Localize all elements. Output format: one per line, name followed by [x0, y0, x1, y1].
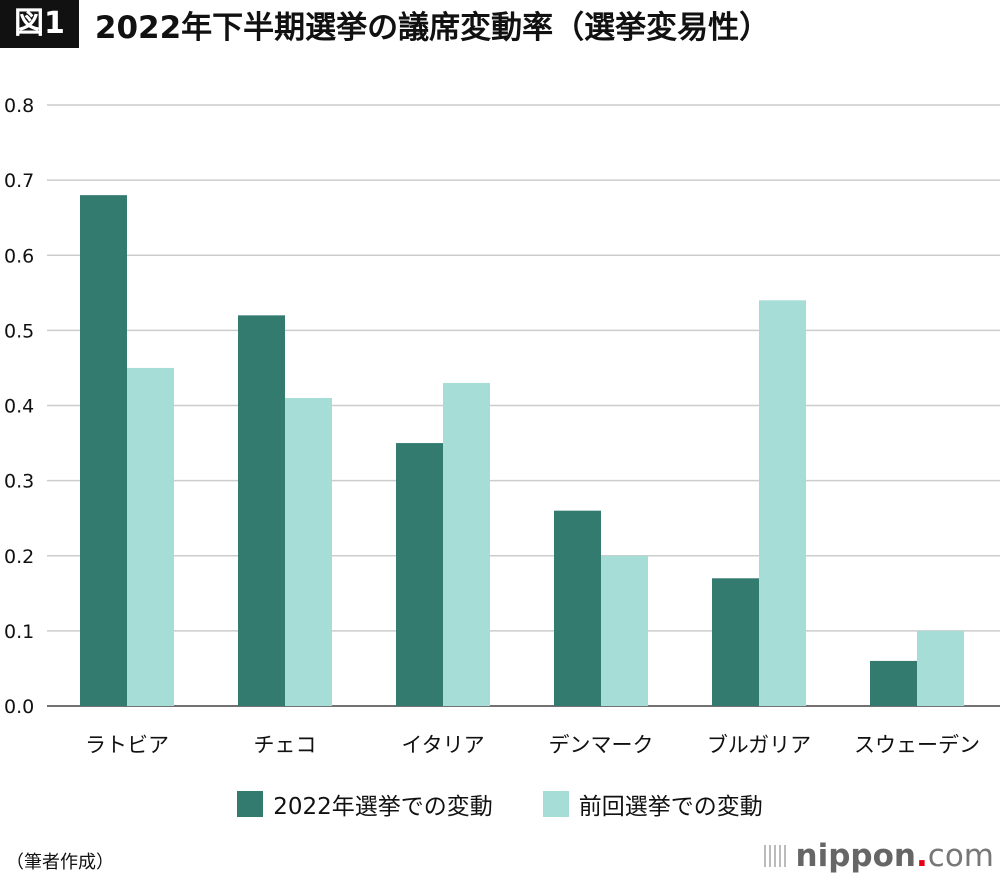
bar-2022: [396, 443, 443, 706]
bar-previous: [759, 300, 806, 706]
chart-title: 図1 2022年下半期選挙の議席変動率（選挙変易性）: [0, 0, 770, 48]
source-note: （筆者作成）: [6, 852, 114, 873]
legend: 2022年選挙での変動 前回選挙での変動: [0, 787, 1000, 821]
bar-2022: [238, 315, 285, 706]
figure-badge: 図1: [0, 0, 79, 48]
y-tick-label: 0.3: [4, 471, 34, 493]
bar-previous: [917, 630, 964, 706]
logo-suffix: com: [927, 838, 994, 874]
bar-2022: [554, 510, 601, 706]
legend-label: 2022年選挙での変動: [273, 794, 493, 820]
logo-bars-icon: [763, 845, 786, 867]
y-tick-label: 0.6: [4, 245, 34, 267]
logo-dot: .: [916, 838, 928, 874]
title-text: 2022年下半期選挙の議席変動率（選挙変易性）: [94, 9, 771, 46]
x-tick-label: ブルガリア: [707, 733, 811, 757]
y-tick-label: 0.5: [4, 320, 34, 342]
bar-previous: [285, 397, 332, 706]
y-tick-label: 0.8: [4, 95, 34, 117]
x-tick-label: デンマーク: [549, 733, 654, 757]
bar-2022: [80, 195, 127, 706]
x-tick-label: スウェーデン: [854, 733, 980, 757]
y-tick-label: 0.1: [4, 621, 34, 643]
x-tick-label: ラトビア: [85, 733, 169, 757]
y-tick-label: 0.4: [4, 396, 34, 418]
y-tick-label: 0.0: [4, 696, 34, 718]
legend-label: 前回選挙での変動: [578, 794, 763, 820]
y-tick-label: 0.7: [4, 170, 34, 192]
bar-2022: [870, 660, 917, 706]
legend-swatch: [542, 791, 569, 817]
x-tick-label: チェコ: [254, 733, 317, 757]
bar-previous: [601, 555, 648, 706]
bar-previous: [443, 382, 490, 706]
legend-item-2022: 2022年選挙での変動: [237, 787, 493, 821]
logo-name: nippon: [795, 838, 916, 874]
nippon-logo: nippon. com: [763, 838, 994, 874]
bar-previous: [127, 367, 174, 706]
bar-chart: 0.0 0.1 0.2 0.3 0.4 0.5 0.6 0.7 0.8 ラトビア チェコ イタリア デン…: [4, 95, 1000, 757]
bar-2022: [712, 578, 759, 706]
y-tick-label: 0.2: [4, 546, 34, 568]
legend-item-previous: 前回選挙での変動: [542, 787, 763, 821]
legend-swatch: [237, 791, 264, 817]
x-tick-label: イタリア: [401, 733, 484, 757]
